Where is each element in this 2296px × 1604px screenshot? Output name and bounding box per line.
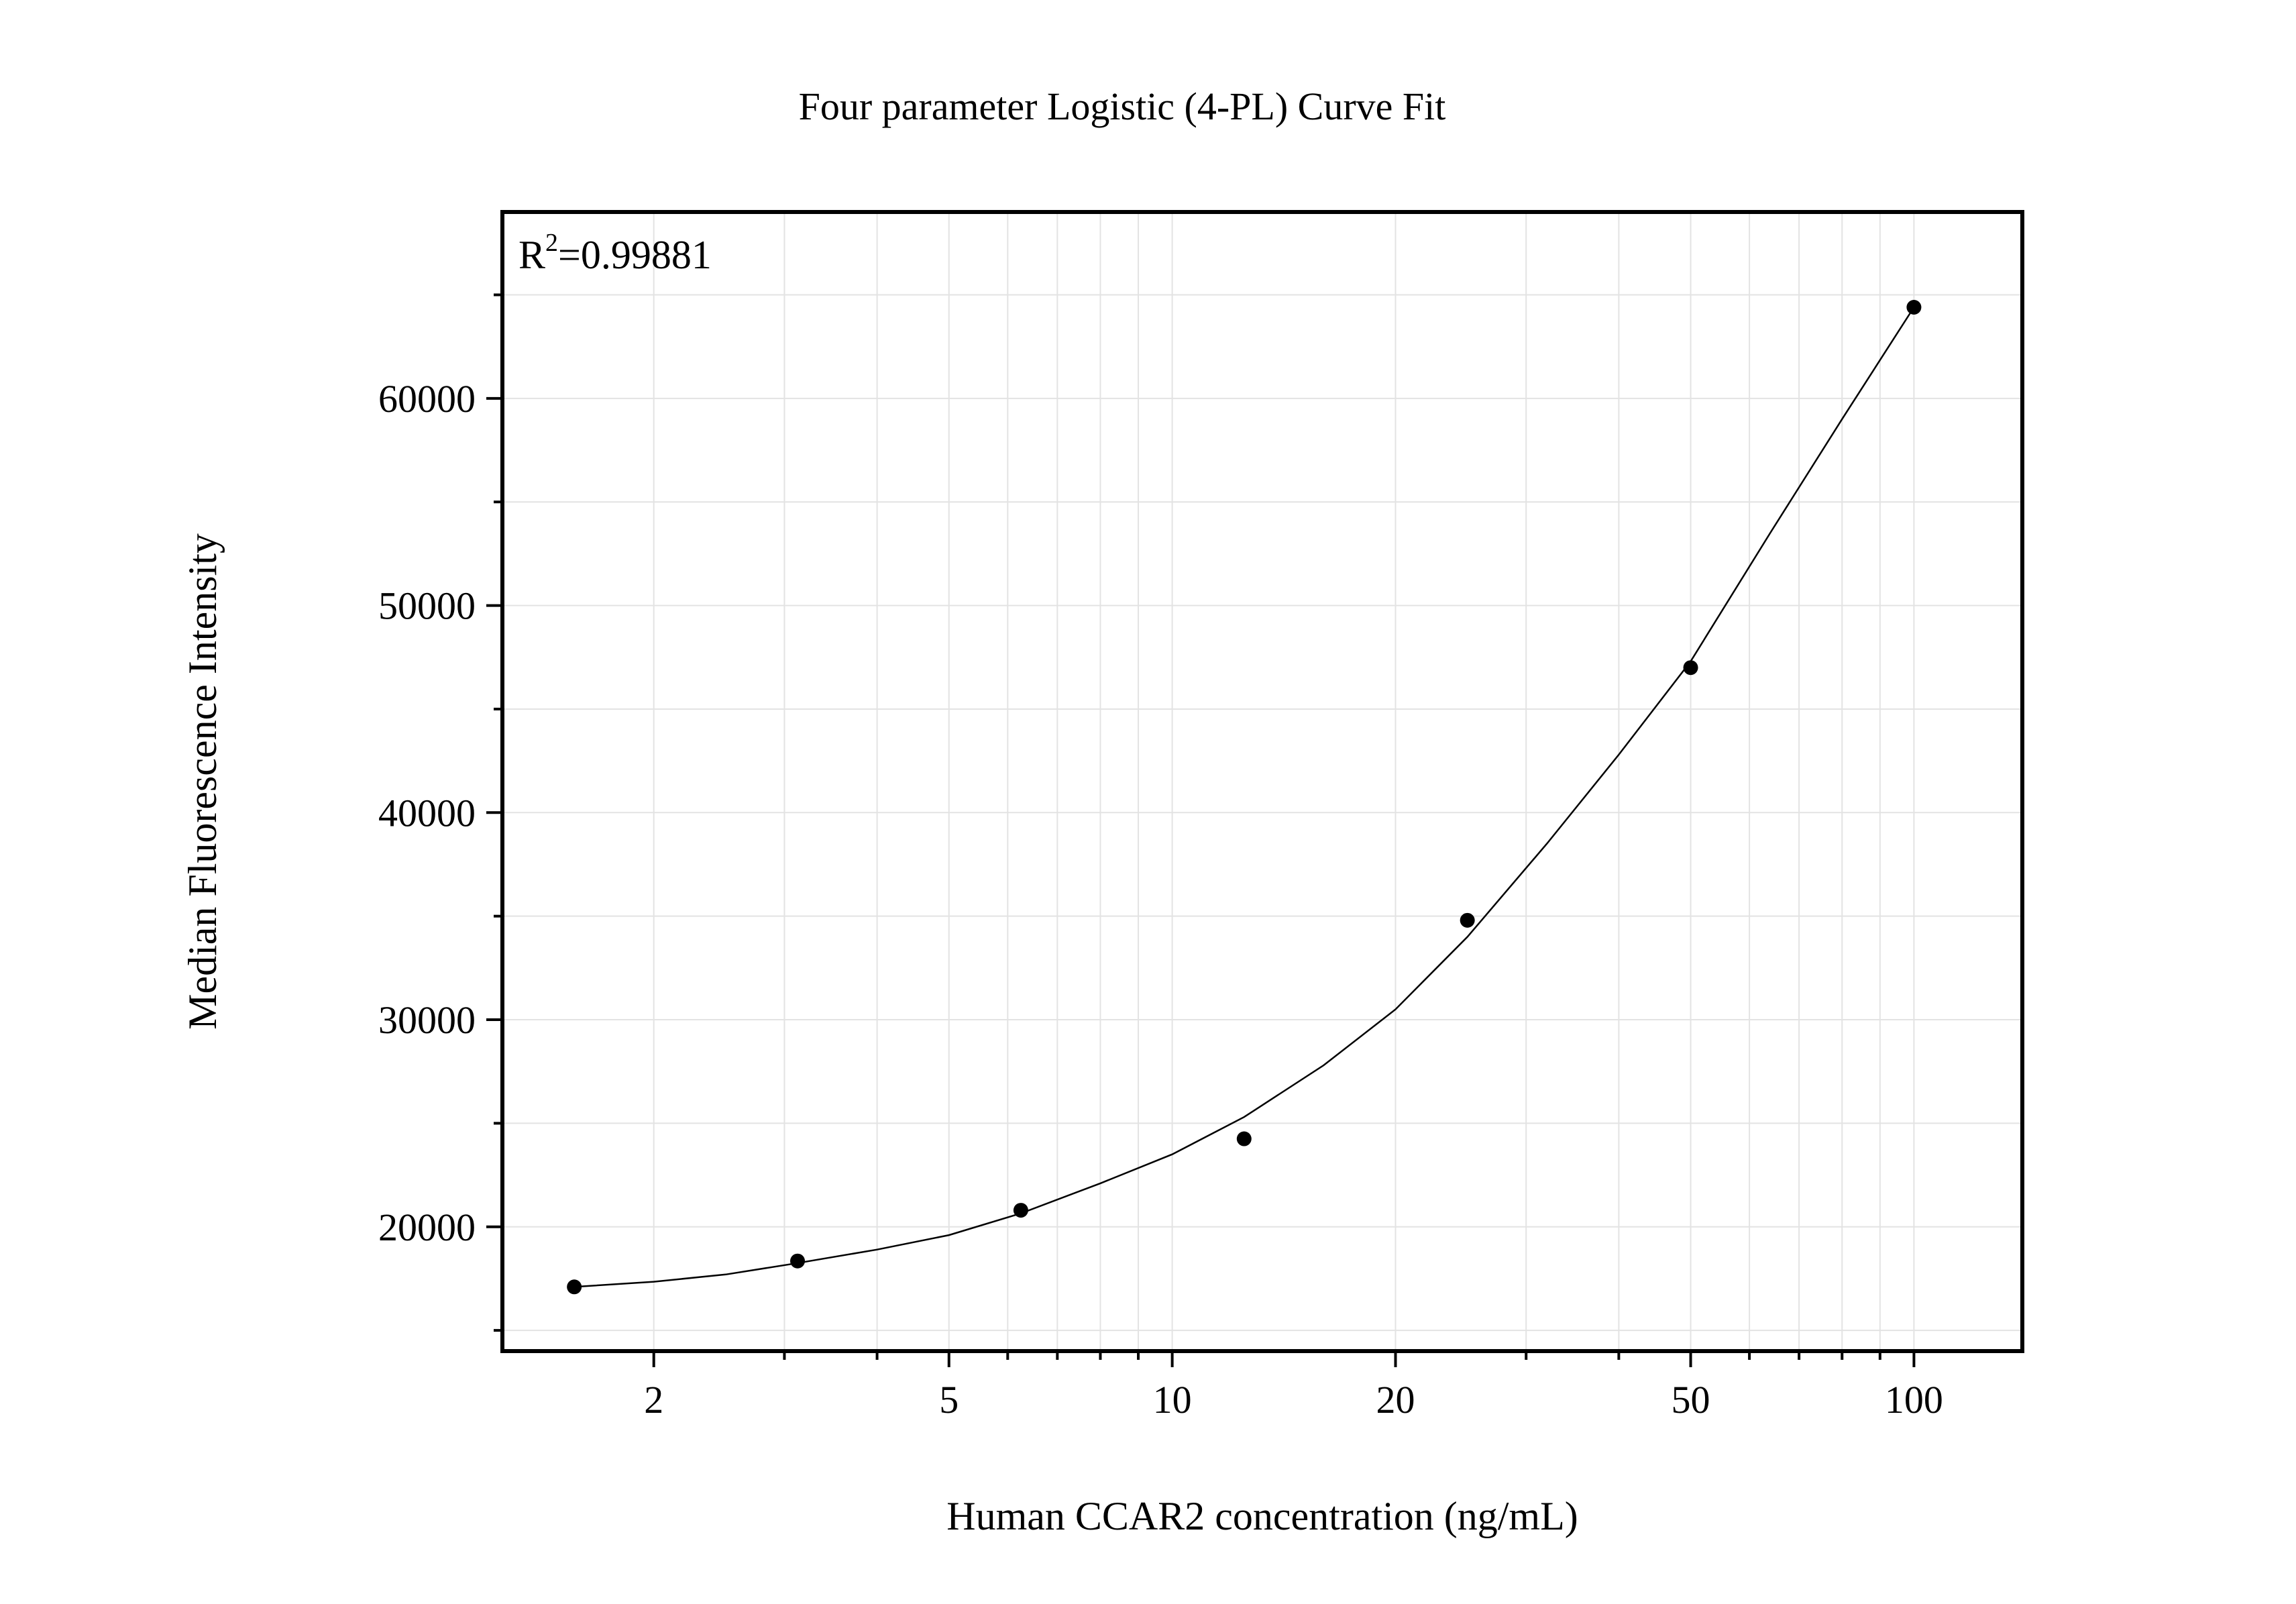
y-tick-label: 20000 bbox=[378, 1206, 476, 1249]
x-tick-label: 50 bbox=[1672, 1378, 1710, 1422]
r-squared-value: =0.99881 bbox=[558, 233, 712, 277]
data-point bbox=[790, 1253, 806, 1269]
data-point bbox=[1906, 300, 1922, 315]
x-tick-label: 10 bbox=[1153, 1378, 1192, 1422]
x-tick-label: 5 bbox=[939, 1378, 959, 1422]
data-point bbox=[1683, 660, 1698, 676]
y-tick-label: 30000 bbox=[378, 998, 476, 1042]
data-point bbox=[567, 1279, 582, 1295]
data-point bbox=[1013, 1203, 1028, 1218]
x-tick-label: 2 bbox=[644, 1378, 663, 1422]
chart-title: Four parameter Logistic (4-PL) Curve Fit bbox=[799, 85, 1446, 128]
grid bbox=[502, 212, 2022, 1351]
plot-frame bbox=[500, 210, 2024, 1353]
axis-ticks bbox=[486, 293, 1916, 1367]
y-tick-label: 60000 bbox=[378, 377, 476, 421]
r-squared-annotation: R2=0.99881 bbox=[518, 229, 712, 277]
x-tick-label: 20 bbox=[1376, 1378, 1415, 1422]
data-point bbox=[1236, 1131, 1252, 1146]
y-tick-label: 50000 bbox=[378, 584, 476, 628]
x-axis-tick-labels: 2 5 10 20 50 100 bbox=[644, 1378, 1943, 1422]
y-axis-tick-labels: 20000 30000 40000 50000 60000 bbox=[378, 377, 476, 1249]
y-tick-label: 40000 bbox=[378, 791, 476, 835]
data-points bbox=[567, 300, 1922, 1295]
x-axis-label: Human CCAR2 concentration (ng/mL) bbox=[946, 1494, 1578, 1538]
r-squared-prefix: R bbox=[518, 233, 545, 277]
y-axis-label: Median Fluorescence Intensity bbox=[180, 533, 225, 1030]
data-point bbox=[1460, 912, 1475, 928]
r-squared-superscript: 2 bbox=[545, 229, 558, 257]
x-tick-label: 100 bbox=[1885, 1378, 1943, 1422]
